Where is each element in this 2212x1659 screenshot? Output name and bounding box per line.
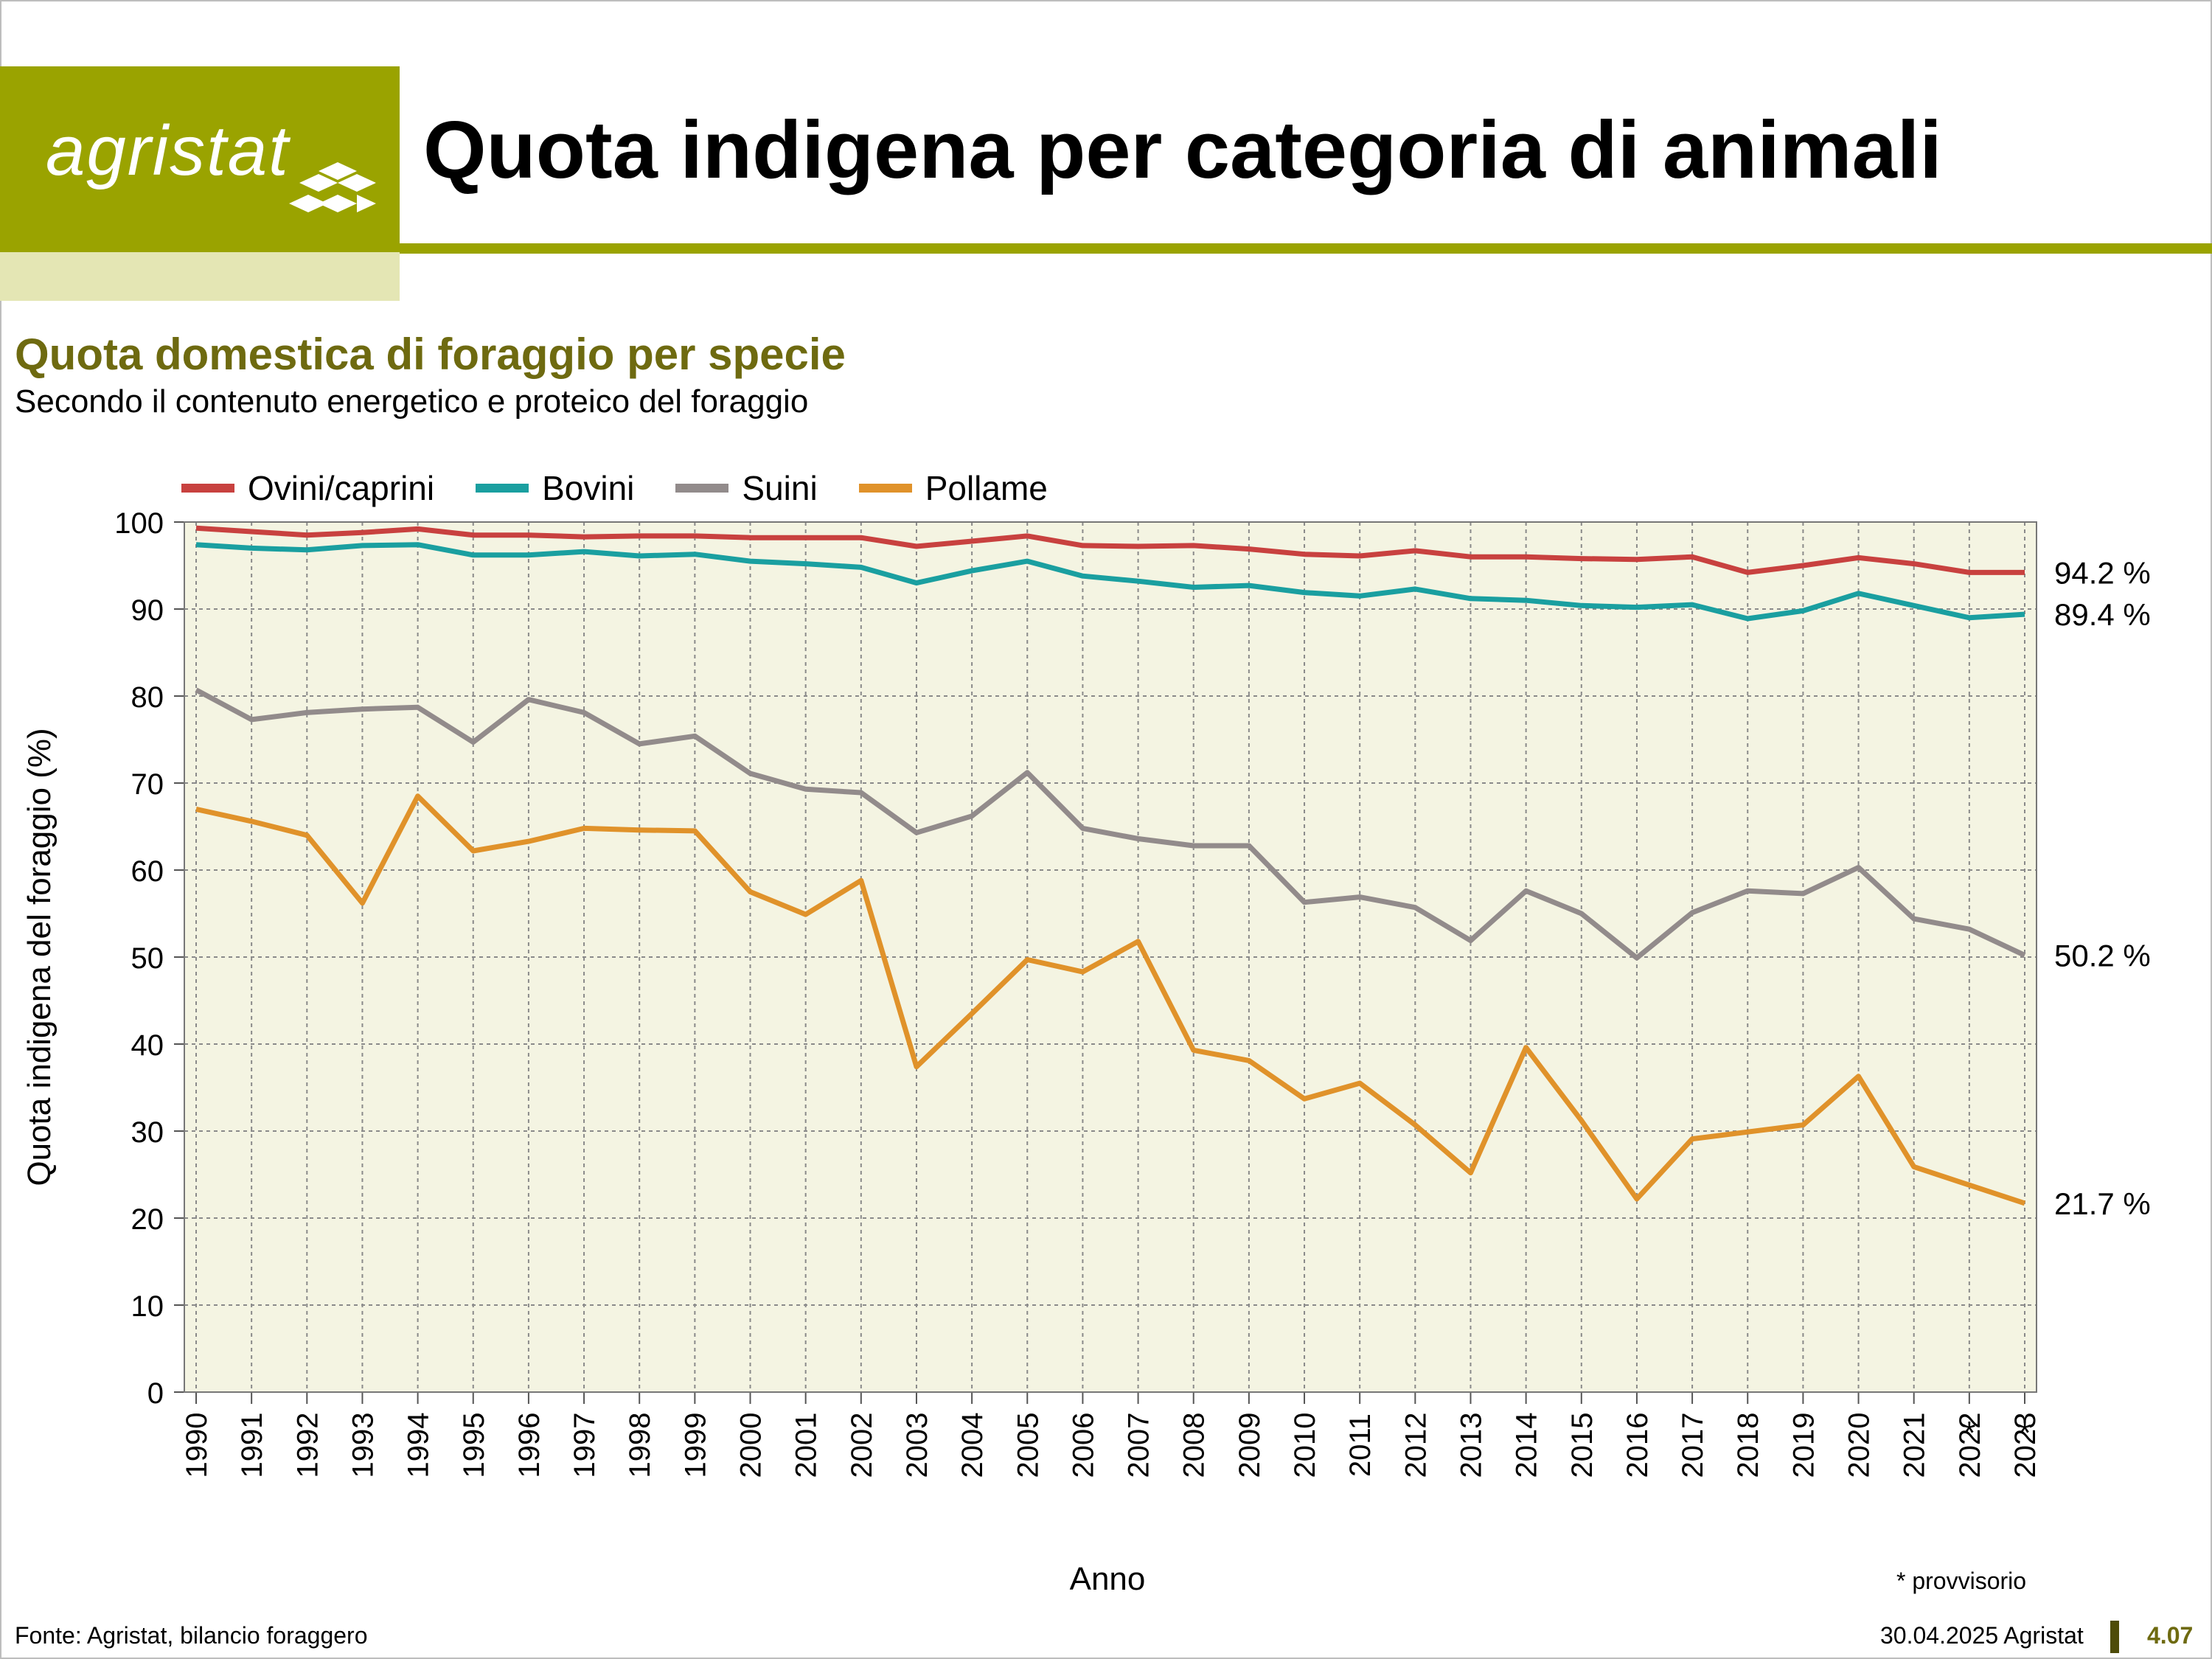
x-tick-label: 2004 [956,1413,989,1478]
x-tick-label: 2019 [1787,1413,1820,1478]
page-title: Quota indigena per categoria di animali [423,105,1942,195]
x-tick-label: 1996 [513,1413,546,1478]
y-tick-label: 50 [131,942,164,975]
end-value-label: 50.2 % [2054,939,2151,973]
x-tick-label: 2023 [2009,1413,2042,1478]
legend-item: Suini [675,468,818,508]
x-tick-label: 2012 [1399,1413,1432,1478]
legend-label: Bovini [542,469,635,507]
y-tick-label: 10 [131,1290,164,1323]
x-tick-label: 1999 [679,1413,712,1478]
x-axis-title: Anno [1070,1561,1146,1597]
x-tick-label: 2005 [1012,1413,1044,1478]
x-tick-label: 1992 [291,1413,324,1478]
x-tick-label: 1993 [347,1413,379,1478]
legend-item: Ovini/caprini [181,468,434,508]
y-tick-label: 40 [131,1029,164,1062]
x-tick-label: 2003 [901,1413,933,1478]
x-tick-label: 2002 [846,1413,878,1478]
y-tick-label: 30 [131,1116,164,1149]
chart-title: Quota domestica di foraggio per specie [15,330,846,379]
provisional-marker: * [1963,1415,1975,1451]
legend-label: Suini [742,469,818,507]
provisional-marker: * [2018,1415,2031,1451]
legend-swatch [476,484,529,493]
page-number: 4.07 [2147,1622,2194,1649]
x-tick-label: 2010 [1289,1413,1321,1478]
x-tick-label: 1995 [458,1413,490,1478]
x-tick-label: 2014 [1511,1413,1543,1478]
end-value-label: 94.2 % [2054,555,2151,590]
agristat-logo-text: agristat [46,111,290,190]
x-tick-label: 1997 [568,1413,601,1478]
y-tick-label: 80 [131,681,164,714]
x-tick-label: 2011 [1344,1413,1377,1477]
x-tick-label: 2000 [735,1413,768,1478]
x-tick-label: 2020 [1843,1413,1876,1478]
y-tick-label: 70 [131,768,164,801]
y-tick-label: 90 [131,594,164,627]
series-line-ovini-caprini [195,525,2025,575]
y-tick-label: 100 [114,507,164,540]
end-value-label: 89.4 % [2054,597,2151,632]
x-tick-label: 1994 [403,1413,435,1478]
x-tick-label: 2015 [1566,1413,1599,1478]
legend-item: Bovini [476,468,634,508]
legend-label: Pollame [925,469,1048,507]
source-text: Fonte: Agristat, bilancio foraggero [15,1622,368,1649]
provisional-note: * provvisorio [1896,1568,2027,1594]
y-tick-label: 60 [131,855,164,888]
series-line-bovini [195,542,2025,622]
x-tick-label: 2022 [1954,1413,1986,1478]
footer-divider [2110,1621,2119,1653]
y-tick-label: 0 [147,1377,164,1410]
chart-legend: Ovini/caprini Bovini Suini Pollame [181,466,1089,510]
x-tick-label: 2016 [1621,1413,1654,1478]
agristat-logo-icon [289,162,376,212]
legend-swatch [675,484,729,493]
x-tick-label: 2007 [1123,1413,1155,1478]
x-tick-label: 1991 [236,1413,268,1478]
legend-label: Ovini/caprini [248,469,435,507]
x-tick-label: 2018 [1732,1413,1764,1478]
footer-date: 30.04.2025 Agristat [1880,1622,2084,1649]
x-tick-label: 2008 [1178,1413,1211,1478]
legend-item: Pollame [858,468,1048,508]
x-tick-label: 1990 [181,1413,213,1478]
end-value-label: 21.7 % [2054,1186,2151,1221]
logo-block [0,66,400,252]
x-tick-label: 1998 [624,1413,656,1478]
series-line-suini [195,687,2026,961]
x-tick-label: 2017 [1677,1413,1709,1478]
y-axis-title: Quota indigena del foraggio (%) [21,728,58,1186]
x-tick-label: 2013 [1455,1413,1487,1478]
x-tick-label: 2006 [1067,1413,1099,1478]
x-tick-label: 2009 [1234,1413,1266,1478]
chart-subtitle: Secondo il contenuto energetico e protei… [15,383,809,420]
logo-underbar [0,252,400,301]
x-tick-label: 2001 [790,1413,823,1478]
plot-border [184,521,2037,1393]
legend-swatch [858,484,912,493]
series-line-pollame [195,793,2026,1206]
legend-swatch [181,484,234,493]
header-rule [400,243,2212,254]
y-tick-label: 20 [131,1203,164,1236]
x-tick-label: 2021 [1899,1413,1931,1478]
